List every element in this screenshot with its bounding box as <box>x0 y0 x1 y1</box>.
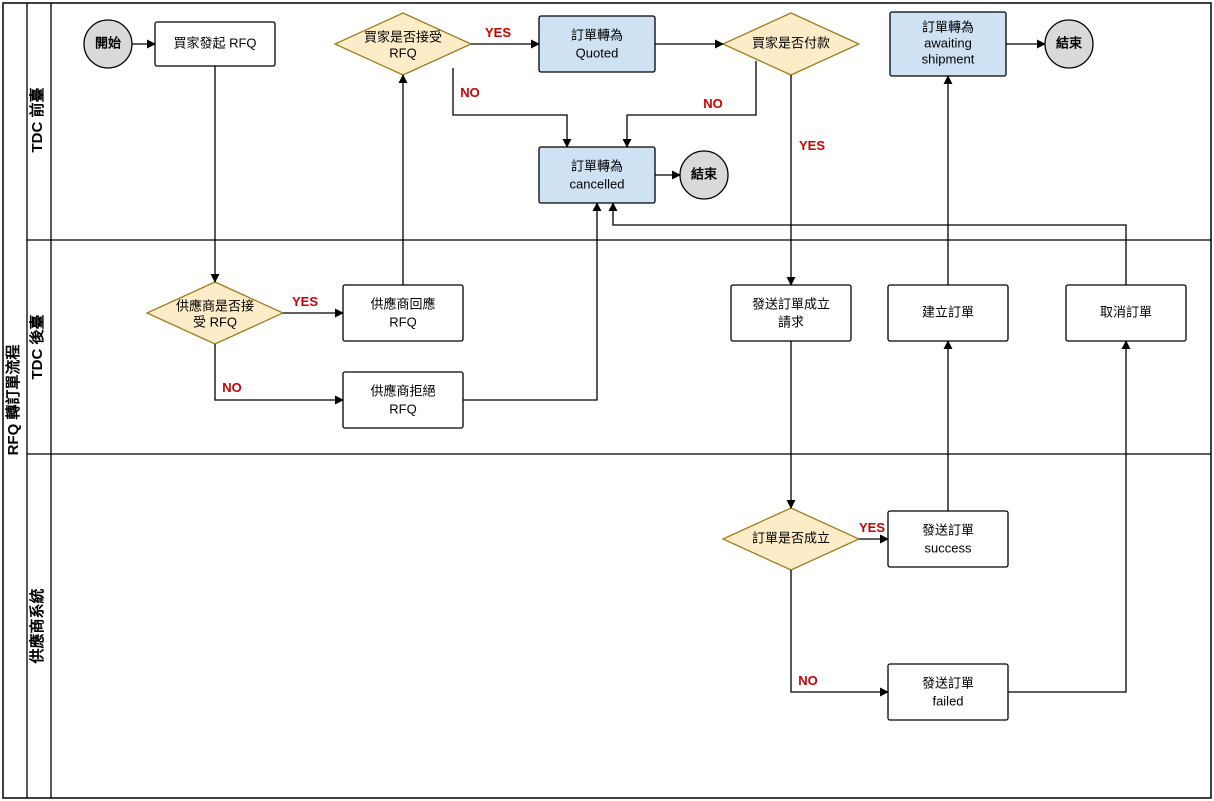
send-success-l2: success <box>925 540 972 555</box>
order-quoted-l1: 訂單轉為 <box>571 27 623 42</box>
send-req-l1: 發送訂單成立 <box>752 296 830 311</box>
order-quoted-l2: Quoted <box>576 45 619 60</box>
buyer-accept-l2: RFQ <box>389 45 416 60</box>
send-success-box <box>888 511 1008 567</box>
lane-title-front: TDC 前臺 <box>28 88 46 153</box>
edge <box>1008 341 1126 692</box>
yn-yes: YES <box>485 25 511 40</box>
order-cancelled-l2: cancelled <box>570 176 625 191</box>
flowchart: RFQ 轉訂單流程 TDC 前臺 TDC 後臺 供應商系統 開始 買家發起 RF… <box>0 0 1214 801</box>
start-label: 開始 <box>95 35 121 50</box>
sup-reject-box <box>343 372 463 428</box>
lane-title-supplier: 供應商系統 <box>28 588 46 664</box>
order-await-l1: 訂單轉為 <box>922 19 974 34</box>
edge <box>627 61 756 147</box>
yn-yes: YES <box>292 294 318 309</box>
sup-reject-l2: RFQ <box>389 401 416 416</box>
diagram-title: RFQ 轉訂單流程 <box>4 345 22 456</box>
order-await-l2: awaiting <box>924 35 972 50</box>
edge <box>613 203 1126 285</box>
create-order-label: 建立訂單 <box>922 304 974 319</box>
end2-label: 結束 <box>1056 35 1083 50</box>
send-req-l2: 請求 <box>778 314 804 329</box>
order-ok-label: 訂單是否成立 <box>752 530 830 545</box>
order-quoted-box <box>539 16 655 72</box>
edge <box>453 68 567 147</box>
cancel-order-label: 取消訂單 <box>1100 304 1152 319</box>
yn-no: NO <box>703 96 723 111</box>
sup-reply-box <box>343 285 463 341</box>
sup-reject-l1: 供應商拒絕 <box>370 383 435 398</box>
edge <box>463 203 597 400</box>
sup-reply-l2: RFQ <box>389 314 416 329</box>
yn-no: NO <box>798 673 818 688</box>
send-failed-l1: 發送訂單 <box>922 675 974 690</box>
buyer-accept-l1: 買家是否接受 <box>364 29 442 44</box>
end1-label: 結束 <box>691 166 718 181</box>
yn-yes: YES <box>799 138 825 153</box>
yn-no: NO <box>460 85 480 100</box>
order-cancelled-l1: 訂單轉為 <box>571 158 623 173</box>
yn-no: NO <box>222 380 242 395</box>
yn-yes: YES <box>859 520 885 535</box>
send-req-box <box>731 285 851 341</box>
order-cancelled-box <box>539 147 655 203</box>
send-failed-l2: failed <box>932 693 963 708</box>
send-failed-box <box>888 664 1008 720</box>
sup-reply-l1: 供應商回應 <box>370 296 435 311</box>
send-success-l1: 發送訂單 <box>922 522 974 537</box>
order-await-l3: shipment <box>922 51 975 66</box>
buyer-rfq-label: 買家發起 RFQ <box>173 35 256 50</box>
lane-title-back: TDC 後臺 <box>28 315 46 380</box>
sup-accept-l2: 受 RFQ <box>193 314 237 329</box>
buyer-pay-label: 買家是否付款 <box>752 35 830 50</box>
sup-accept-l1: 供應商是否接 <box>176 298 254 313</box>
